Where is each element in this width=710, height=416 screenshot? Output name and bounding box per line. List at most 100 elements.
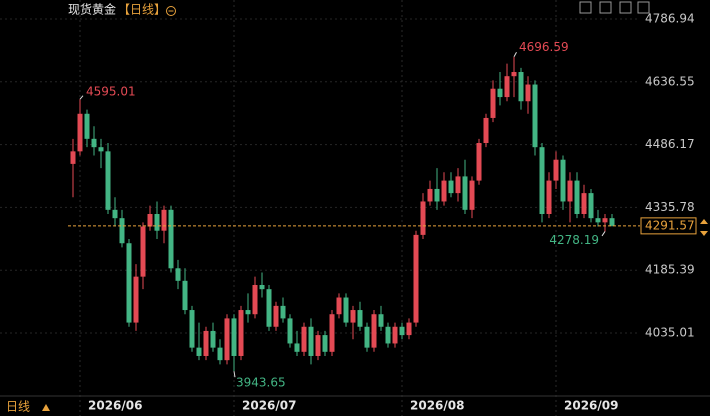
candle-body: [238, 310, 244, 356]
candle-body: [504, 76, 510, 98]
candle-body: [588, 193, 594, 219]
candle-body: [602, 218, 608, 223]
candle-body: [567, 180, 573, 202]
candle-body: [266, 289, 272, 327]
candle-body: [217, 347, 223, 361]
candle-body: [469, 180, 475, 210]
candle-body: [427, 188, 433, 202]
candle-body: [406, 322, 412, 336]
candle-layer: [70, 56, 615, 372]
candle-body: [420, 201, 426, 235]
candle-body: [210, 330, 216, 348]
candle-body: [245, 310, 251, 315]
candle-body: [196, 347, 202, 356]
candle-body: [329, 314, 335, 352]
candle-body: [434, 188, 440, 202]
y-tick-label: 4786.94: [645, 12, 695, 26]
candle-body: [147, 213, 153, 227]
candle-body: [476, 143, 482, 181]
candle-body: [532, 84, 538, 148]
candle-body: [168, 209, 174, 269]
candle-body: [252, 284, 258, 315]
period-label: 【日线】: [118, 3, 166, 17]
x-tick-label: 2026/08: [410, 399, 464, 413]
candle-body: [203, 330, 209, 356]
toolbar[interactable]: [579, 1, 650, 14]
annotation-label: 4595.01: [86, 85, 136, 99]
candle-body: [343, 297, 349, 323]
candle-body: [553, 159, 559, 181]
candle-body: [378, 314, 384, 327]
annotation-label: 3943.65: [236, 376, 286, 390]
candle-body: [490, 88, 496, 118]
annotation-leader: [79, 95, 84, 100]
candle-body: [301, 326, 307, 352]
y-tick-label: 4335.78: [645, 200, 695, 214]
y-tick-label: 4636.55: [645, 74, 695, 88]
candle-body: [189, 310, 195, 348]
candle-body: [399, 326, 405, 336]
scroll-arrows[interactable]: [700, 219, 708, 236]
candle-body: [119, 218, 125, 244]
chart-title: 现货黄金: [68, 2, 116, 17]
candle-body: [574, 180, 580, 214]
candle-body: [140, 226, 146, 277]
candle-body: [595, 218, 601, 223]
candle-body: [308, 326, 314, 356]
candle-body: [231, 318, 237, 356]
candle-body: [518, 72, 524, 102]
candle-body: [483, 117, 489, 144]
candle-body: [441, 180, 447, 202]
candle-body: [371, 314, 377, 348]
candle-body: [112, 209, 118, 219]
candle-body: [98, 147, 104, 152]
x-tick-label: 2026/07: [242, 399, 296, 413]
period-selector[interactable]: 日线: [6, 400, 30, 414]
candle-body: [357, 310, 363, 327]
candle-body: [273, 305, 279, 327]
candle-body: [77, 113, 83, 152]
x-tick-label: 2026/09: [564, 399, 618, 413]
candle-body: [525, 84, 531, 102]
selector-arrow[interactable]: [42, 404, 50, 411]
collapse-icon[interactable]: [166, 6, 176, 16]
candle-body: [560, 159, 566, 202]
candle-body: [182, 280, 188, 311]
candle-body: [259, 284, 265, 290]
candle-body: [448, 180, 454, 194]
candle-body: [385, 326, 391, 344]
candle-body: [462, 176, 468, 210]
candle-body: [336, 297, 342, 315]
candle-body: [581, 193, 587, 214]
candle-body: [364, 326, 370, 348]
candle-body: [546, 180, 552, 214]
candle-body: [91, 138, 97, 148]
grid-layer: 4786.94 4636.55 4486.17 4335.78 4185.39 4035.…: [0, 0, 695, 416]
candle-body: [154, 213, 160, 231]
candle-body: [161, 209, 167, 231]
candle-body: [392, 326, 398, 344]
candle-body: [224, 318, 230, 361]
candle-body: [539, 147, 545, 214]
y-tick-label: 4486.17: [645, 137, 695, 151]
candle-body: [455, 176, 461, 194]
candle-body: [609, 218, 615, 226]
annotation-leader: [513, 51, 517, 57]
candle-body: [315, 335, 321, 356]
candle-body: [84, 113, 90, 139]
candle-body: [105, 151, 111, 210]
candle-body: [350, 310, 356, 323]
annotation-leader: [233, 371, 236, 378]
annotation-leader: [601, 231, 606, 237]
candle-body: [413, 234, 419, 323]
annotation-label: 4696.59: [519, 40, 569, 54]
candle-body: [287, 318, 293, 344]
x-tick-label: 2026/06: [88, 399, 142, 413]
last-price-box: [640, 217, 697, 235]
candle-body: [511, 72, 517, 77]
annotation-label: 4278.19: [549, 233, 599, 247]
candle-body: [322, 335, 328, 352]
candle-body: [294, 343, 300, 352]
overlay-layer: 4291.57 4595.01 4696.59 3943.65 4278.19: [68, 40, 697, 390]
